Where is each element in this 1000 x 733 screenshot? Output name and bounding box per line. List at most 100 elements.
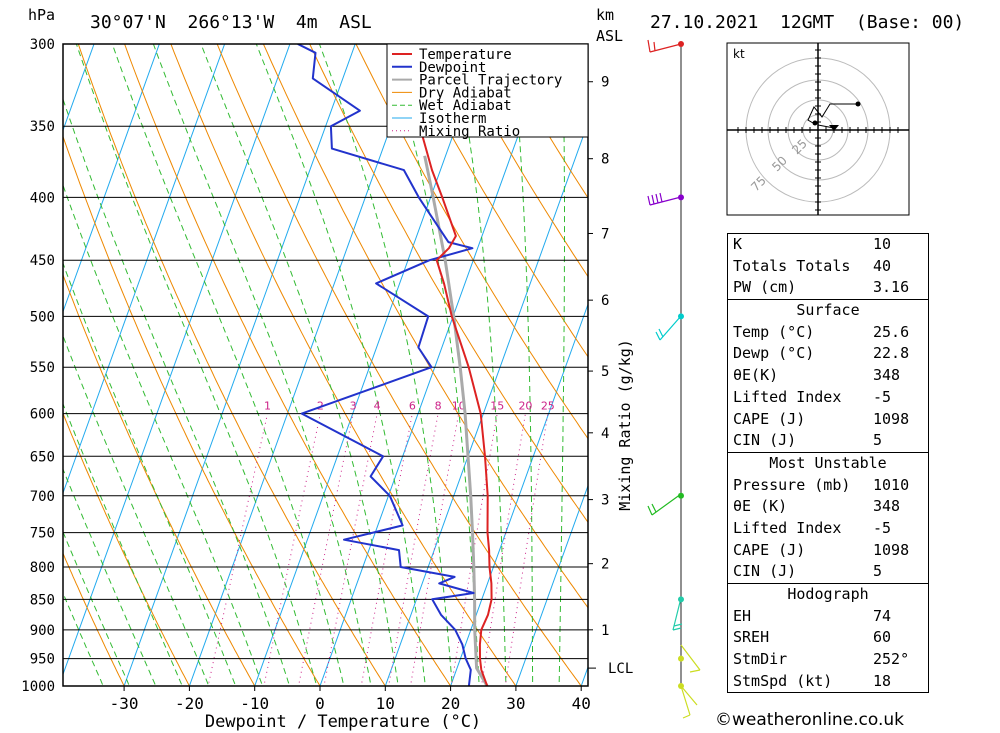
index-row-k: K 10 (733, 235, 892, 253)
wet-adiabat-line (63, 467, 157, 686)
dry-adiabat-line (401, 44, 588, 358)
mixing-ratio-line (263, 413, 321, 686)
km-tick-label: 7 (601, 226, 609, 242)
surface-row: CAPE (J) 1098 (733, 409, 910, 428)
km-tick-label: 5 (601, 364, 609, 380)
x-axis-label: Dewpoint / Temperature (°C) (205, 712, 481, 732)
wind-dot (678, 313, 684, 320)
wet-adiabat-line (111, 44, 345, 686)
dry-adiabat-line (124, 44, 452, 686)
credit-text[interactable]: ©weatheronline.co.uk (715, 710, 905, 730)
asl-unit-label: ASL (596, 27, 624, 45)
mixing-ratio-line (297, 413, 354, 686)
pressure-tick-label: 400 (30, 190, 55, 206)
wind-profile (647, 39, 701, 719)
pressure-tick-label: 750 (30, 526, 55, 542)
dry-adiabat-line (63, 552, 125, 686)
mixing-ratio-line (388, 413, 439, 686)
km-tick-label: 1 (601, 623, 609, 639)
dry-adiabat-line (63, 412, 190, 686)
isotherm-line (63, 44, 95, 132)
storm-motion-line (817, 124, 835, 129)
pressure-tick-label: 700 (30, 489, 55, 505)
wet-adiabat-line (63, 530, 130, 686)
dry-adiabat-line (77, 44, 386, 686)
mixing-ratio-line (409, 413, 460, 686)
pressure-tick-label: 600 (30, 407, 55, 423)
pressure-tick-label: 550 (30, 360, 55, 376)
wind-barb (647, 39, 682, 53)
isotherm-line (515, 484, 588, 686)
wind-barb (680, 644, 701, 673)
pressure-tick-label: 900 (30, 623, 55, 639)
wet-adiabat-line (511, 44, 534, 686)
dry-adiabat-line (974, 7, 1000, 712)
surface-row: Dewp (°C) 22.8 (733, 344, 910, 363)
mixing-ratio-label: 4 (374, 400, 381, 413)
wet-adiabat-line (452, 44, 507, 686)
surface-row: Lifted Index -5 (733, 387, 892, 406)
index-row-totals: Totals Totals 40 (733, 256, 892, 275)
pressure-tick-label: 950 (30, 652, 55, 668)
hodograph-point (855, 101, 861, 107)
x-tick-label: -20 (175, 694, 204, 713)
mixing-ratio-line (360, 413, 413, 686)
wind-barb (655, 315, 682, 341)
legend-label: Mixing Ratio (419, 124, 520, 140)
legend-label: Parcel Trajectory (419, 73, 562, 89)
wet-adiabat-line (63, 334, 210, 686)
series-temperature-line (393, 44, 493, 686)
legend-label: Wet Adiabat (419, 98, 512, 114)
hodo-row: StmDir 252° (733, 650, 910, 669)
wet-adiabat-line (318, 44, 453, 686)
legend-label: Dewpoint (419, 60, 486, 76)
mixing-ratio-label: 3 (350, 400, 357, 413)
mixing-ratio-line (480, 413, 526, 686)
km-tick-label: 8 (601, 152, 609, 168)
isotherm-line (63, 44, 160, 314)
pressure-tick-label: 300 (30, 37, 55, 53)
dry-adiabat-line (309, 44, 588, 524)
km-tick-label: 4 (601, 426, 609, 442)
isotherm-line (450, 302, 588, 686)
wet-adiabat-line (558, 44, 565, 686)
mixing-ratio-line (207, 413, 268, 686)
pressure-tick-label: 1000 (21, 679, 55, 695)
wet-adiabat-line (63, 183, 264, 686)
wet-adiabat-line (200, 44, 399, 686)
wet-adiabat-line (386, 44, 480, 686)
mixing-ratio-label: 6 (409, 400, 416, 413)
mixing-ratio-label: 25 (541, 400, 555, 413)
wind-barb (680, 685, 698, 719)
wind-dot (678, 655, 684, 662)
km-tick-label: 9 (601, 75, 609, 91)
x-tick-label: 10 (376, 694, 395, 713)
mu-row: CAPE (J) 1098 (733, 540, 910, 559)
x-tick-label: -10 (240, 694, 269, 713)
isotherm-line (63, 44, 291, 676)
wet-adiabat-line (75, 44, 318, 686)
wet-adiabat-line (255, 44, 426, 686)
mixing-ratio-label: 8 (435, 400, 442, 413)
wet-adiabat-line (63, 591, 104, 686)
mixing-ratio-label: 20 (518, 400, 532, 413)
mixing-ratio-line (450, 413, 498, 686)
mixing-ratio-line (504, 413, 549, 686)
wind-barb (647, 192, 682, 206)
x-tick-label: 0 (315, 694, 325, 713)
pressure-tick-label: 450 (30, 253, 55, 269)
hodograph-trace (807, 103, 858, 124)
index-row-pw: PW (cm) 3.16 (733, 278, 910, 297)
datetime-label: 27.10.2021 12GMT (Base: 00) (650, 12, 965, 33)
surface-title: Surface (796, 301, 860, 320)
dry-adiabat-line (63, 273, 256, 686)
plot-frame (62, 43, 589, 687)
hodo-row: EH 74 (733, 606, 892, 625)
pressure-tick-label: 500 (30, 309, 55, 325)
dry-adiabat-line (262, 44, 588, 609)
wind-dot (678, 596, 684, 603)
legend-label: Isotherm (419, 111, 486, 127)
series-parcel-trajectory-line (423, 155, 489, 686)
